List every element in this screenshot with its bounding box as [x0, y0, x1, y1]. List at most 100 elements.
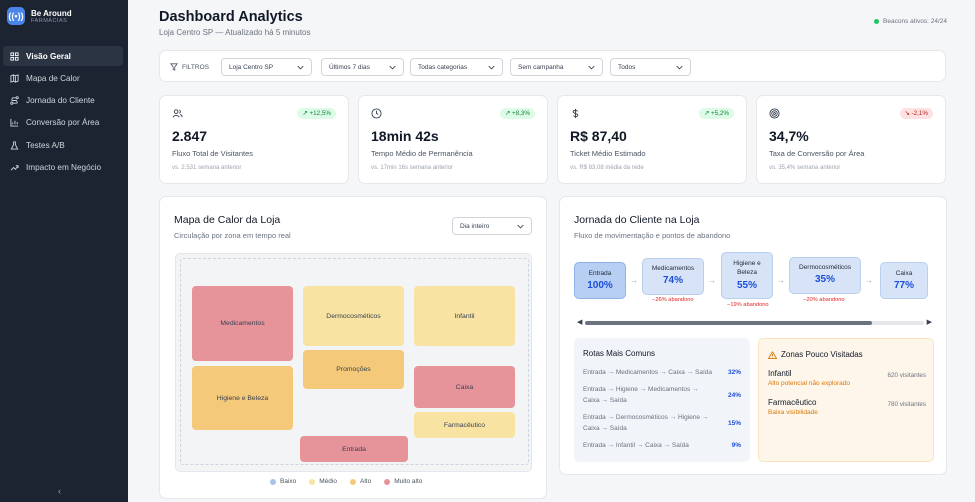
legend-label: Alto [359, 478, 372, 485]
low-zone-note: Alto potencial não explorado [768, 380, 851, 387]
step-pct: 35% [814, 274, 835, 285]
filters-label: FILTROS [170, 63, 209, 71]
step-pct: 55% [736, 280, 757, 291]
journey-scrollbar[interactable]: ◀ ▶ [577, 319, 932, 326]
kpi-card-dwell-time[interactable]: ↗ +8,3% 18min 42s Tempo Médio de Permanê… [358, 95, 548, 184]
store-select[interactable]: Loja Centro SP [221, 58, 312, 76]
clock-icon [371, 108, 382, 119]
sidebar-item-conversao-por-area[interactable]: Conversão por Área [3, 113, 123, 133]
legend-item: Baixo [270, 478, 296, 485]
journey-step-dermocosmeticos[interactable]: Dermocosméticos 35% [789, 257, 861, 294]
route-pct: 9% [731, 442, 741, 449]
zone-caixa[interactable]: Caixa [414, 366, 515, 408]
chevron-down-icon [389, 65, 396, 70]
route-path: Entrada → Higiene → Medicamentos → Caixa… [583, 386, 699, 404]
journey-step-entrada[interactable]: Entrada 100% [574, 262, 626, 299]
heatmap-legend: Baixo Médio Alto Muito alto [270, 478, 422, 485]
step-name: Caixa [895, 270, 913, 277]
kpi-change-value: +5,2% [710, 110, 729, 117]
page-title: Dashboard Analytics [159, 9, 303, 25]
map-icon [10, 74, 19, 83]
scroll-right-icon[interactable]: ▶ [926, 319, 932, 326]
zone-dermocosmeticos[interactable]: Dermocosméticos [303, 286, 404, 346]
scroll-thumb[interactable] [585, 321, 872, 325]
dollar-icon [572, 108, 579, 119]
low-zone-visitors: 780 visitantes [887, 401, 926, 408]
route-item[interactable]: Entrada → Dermocosméticos → Higiene → Ca… [583, 412, 741, 434]
store-select-value: Loja Centro SP [229, 63, 274, 71]
low-zone-visitors: 620 visitantes [887, 372, 926, 379]
low-zone-item[interactable]: Farmacêutico Baixa visibilidade 780 visi… [768, 398, 926, 416]
route-icon [10, 96, 19, 105]
route-pct: 15% [727, 420, 741, 427]
category-select-value: Todas categorias [418, 63, 468, 71]
warning-icon [768, 350, 777, 359]
route-path: Entrada → Medicamentos → Caixa → Saída [583, 369, 712, 376]
arrow-right-icon: → [708, 276, 716, 285]
journey-step-caixa[interactable]: Caixa 77% [880, 262, 928, 299]
step-dropoff: −19% abandono [727, 302, 769, 308]
step-pct: 100% [587, 280, 613, 291]
low-zone-name: Infantil [768, 369, 792, 378]
heatmap-period-select[interactable]: Dia inteiro [452, 217, 532, 235]
grid-icon [10, 51, 19, 61]
low-zone-item[interactable]: Infantil Alto potencial não explorado 62… [768, 369, 926, 387]
low-zones-header: Zonas Pouco Visitadas [768, 350, 863, 359]
kpi-card-conversion[interactable]: ↘ -2,1% 34,7% Taxa de Conversão por Área… [756, 95, 946, 184]
brand[interactable]: ((•)) Be Around FARMÁCIAS [7, 7, 72, 25]
heatmap-card: Mapa de Calor da Loja Circulação por zon… [159, 196, 547, 499]
zone-promocoes[interactable]: Promoções [303, 350, 404, 389]
kpi-comparison: vs. 17min 16s semana anterior [371, 165, 454, 171]
beacon-status: Beacons ativos: 24/24 [874, 18, 947, 25]
audience-select[interactable]: Todos [610, 58, 691, 76]
route-item[interactable]: Entrada → Infantil → Caixa → Saída 9% [583, 440, 741, 451]
route-pct: 24% [727, 392, 741, 399]
kpi-value: 34,7% [769, 128, 809, 144]
low-zones-title: Zonas Pouco Visitadas [781, 350, 863, 359]
step-pct: 74% [662, 275, 683, 286]
chevron-down-icon [676, 65, 683, 70]
sidebar-item-label: Testes A/B [26, 140, 65, 150]
zone-higiene-e-beleza[interactable]: Higiene e Beleza [192, 366, 293, 430]
kpi-card-visitors[interactable]: ↗ +12,5% 2.847 Fluxo Total de Visitantes… [159, 95, 349, 184]
sidebar-item-mapa-de-calor[interactable]: Mapa de Calor [3, 68, 123, 88]
route-item[interactable]: Entrada → Higiene → Medicamentos → Caixa… [583, 384, 741, 406]
zone-infantil[interactable]: Infantil [414, 286, 515, 346]
journey-step-medicamentos[interactable]: Medicamentos 74% [642, 258, 704, 295]
zone-medicamentos[interactable]: Medicamentos [192, 286, 293, 361]
kpi-change-badge: ↘ -2,1% [899, 108, 933, 119]
low-visit-zones-panel: Zonas Pouco Visitadas Infantil Alto pote… [758, 338, 934, 462]
scroll-left-icon[interactable]: ◀ [577, 319, 583, 326]
route-path: Entrada → Dermocosméticos → Higiene → Ca… [583, 414, 709, 432]
collapse-sidebar-button[interactable]: ‹ [58, 486, 61, 496]
zone-entrada[interactable]: Entrada [300, 436, 408, 462]
filters-label-text: FILTROS [182, 63, 209, 71]
legend-label: Médio [319, 478, 337, 485]
step-name: Entrada [588, 270, 612, 277]
beacon-status-text: Beacons ativos: 24/24 [883, 18, 947, 25]
brand-subtitle: FARMÁCIAS [31, 17, 68, 24]
sidebar-item-impacto-em-negocio[interactable]: Impacto em Negócio [3, 157, 123, 177]
campaign-select[interactable]: Sem campanha [510, 58, 603, 76]
journey-card: Jornada do Cliente na Loja Fluxo de movi… [559, 196, 947, 475]
page-subtitle: Loja Centro SP — Atualizado há 5 minutos [159, 28, 311, 37]
kpi-change-value: +12,5% [309, 110, 331, 117]
kpi-label: Tempo Médio de Permanência [371, 149, 473, 158]
period-select-value: Últimos 7 dias [329, 63, 370, 71]
route-item[interactable]: Entrada → Medicamentos → Caixa → Saída 3… [583, 367, 741, 378]
legend-swatch [384, 478, 391, 485]
sidebar-item-label: Visão Geral [26, 51, 71, 61]
kpi-card-ticket[interactable]: ↗ +5,2% R$ 87,40 Ticket Médio Estimado v… [557, 95, 747, 184]
journey-title: Jornada do Cliente na Loja [574, 214, 700, 226]
journey-step-higiene-e-beleza[interactable]: Higiene e Beleza 55% [721, 252, 773, 299]
route-pct: 32% [727, 369, 741, 376]
kpi-value: 2.847 [172, 128, 208, 144]
sidebar-item-jornada-do-cliente[interactable]: Jornada do Cliente [3, 91, 123, 111]
period-select[interactable]: Últimos 7 dias [321, 58, 404, 76]
sidebar-item-testes-ab[interactable]: Testes A/B [3, 135, 123, 155]
sidebar-item-visao-geral[interactable]: Visão Geral [3, 46, 123, 66]
brand-name: Be Around [31, 8, 72, 18]
heatmap-subtitle: Circulação por zona em tempo real [174, 231, 291, 240]
zone-farmaceutico[interactable]: Farmacêutico [414, 412, 515, 438]
category-select[interactable]: Todas categorias [410, 58, 503, 76]
